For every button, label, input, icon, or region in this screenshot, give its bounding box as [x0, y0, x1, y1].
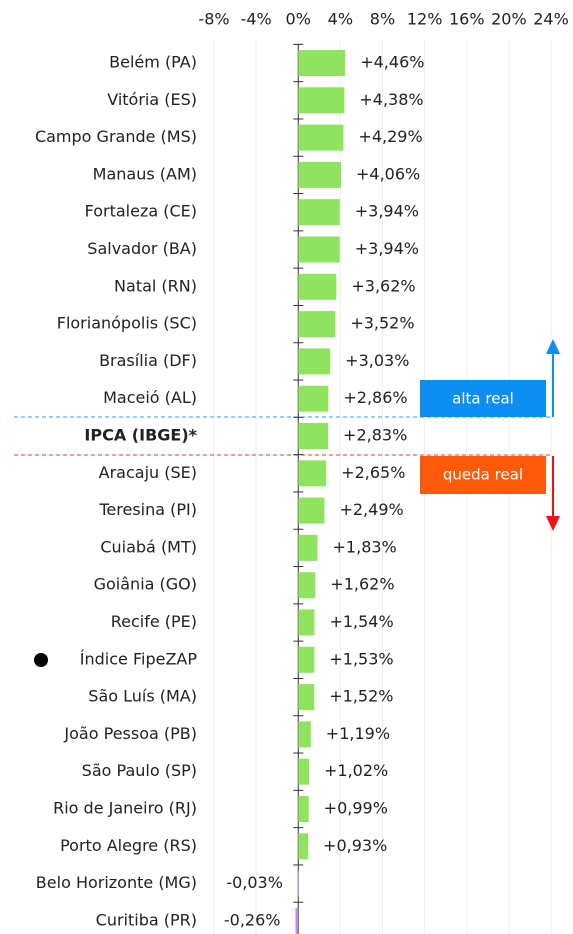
value-label: +3,62%: [351, 276, 415, 295]
x-tick-label: -4%: [241, 10, 272, 29]
bar: [298, 50, 346, 76]
bar: [298, 534, 318, 561]
x-tick-label: 0%: [286, 10, 311, 29]
bar: [298, 273, 337, 300]
value-label: +1,53%: [329, 649, 393, 668]
value-label: +3,94%: [355, 239, 419, 258]
value-label: +1,02%: [324, 761, 388, 780]
value-label: +1,83%: [333, 537, 397, 556]
value-label: -0,03%: [226, 873, 283, 892]
value-label: +1,54%: [329, 612, 393, 631]
value-label: +4,06%: [356, 164, 420, 183]
category-label: Maceió (AL): [103, 388, 197, 407]
fipezap-bullet: [34, 653, 48, 667]
x-tick-label: 12%: [407, 10, 443, 29]
value-label: +1,62%: [330, 575, 394, 594]
value-label: +0,99%: [324, 799, 388, 818]
x-tick-label: 24%: [533, 10, 569, 29]
bar: [298, 311, 336, 338]
category-label: Recife (PE): [111, 612, 197, 631]
value-label: +0,93%: [323, 836, 387, 855]
category-label: Goiânia (GO): [94, 575, 197, 594]
bar: [298, 721, 311, 748]
category-label: Índice FipeZAP: [80, 649, 198, 668]
value-label: +1,52%: [329, 687, 393, 706]
bar: [298, 87, 345, 114]
category-label: Cuiabá (MT): [100, 537, 197, 556]
value-label: -0,26%: [224, 910, 281, 929]
bar: [298, 460, 327, 487]
x-tick-label: -8%: [198, 10, 229, 29]
bar: [298, 161, 342, 188]
bar: [298, 124, 344, 151]
x-tick-label: 8%: [370, 10, 395, 29]
value-label: +4,38%: [359, 90, 423, 109]
category-label: IPCA (IBGE)*: [84, 426, 197, 445]
category-label: Salvador (BA): [87, 239, 197, 258]
queda-box: [420, 456, 546, 494]
category-label: Porto Alegre (RS): [60, 836, 197, 855]
bar: [298, 646, 315, 673]
category-label: Fortaleza (CE): [85, 202, 197, 221]
bar: [297, 870, 299, 897]
up-arrow-head: [546, 339, 560, 354]
alta-label: alta real: [452, 390, 514, 408]
category-label: Belém (PA): [109, 53, 197, 72]
x-tick-label: 4%: [328, 10, 353, 29]
x-tick-label: 16%: [449, 10, 485, 29]
category-label: João Pessoa (PB): [63, 724, 197, 743]
bar: [298, 796, 309, 822]
category-label: Curitiba (PR): [96, 910, 197, 929]
down-arrow-head: [546, 516, 560, 531]
category-label: Rio de Janeiro (RJ): [53, 799, 197, 818]
bar: [298, 684, 315, 711]
category-label: Florianópolis (SC): [57, 314, 197, 333]
value-label: +4,29%: [358, 127, 422, 146]
value-label: +3,03%: [345, 351, 409, 370]
category-label: Aracaju (SE): [99, 463, 197, 482]
bar: [298, 497, 325, 524]
bar: [298, 833, 309, 860]
value-label: +2,65%: [341, 463, 405, 482]
value-label: +4,46%: [360, 53, 424, 72]
category-label: Belo Horizonte (MG): [36, 873, 197, 892]
alta-box: [420, 380, 546, 417]
value-label: +3,52%: [350, 314, 414, 333]
value-label: +3,94%: [355, 202, 419, 221]
value-label: +2,49%: [339, 500, 403, 519]
queda-label: queda real: [443, 466, 523, 484]
category-label: São Luís (MA): [88, 687, 197, 706]
value-label: +2,86%: [343, 388, 407, 407]
bar: [298, 423, 329, 449]
category-label: Vitória (ES): [107, 90, 197, 109]
category-label: Campo Grande (MS): [35, 127, 197, 146]
category-label: Brasília (DF): [99, 351, 197, 370]
bar: [298, 758, 309, 785]
bar: [298, 385, 329, 412]
bar: [295, 907, 299, 934]
category-label: Natal (RN): [114, 276, 197, 295]
x-tick-label: 20%: [491, 10, 527, 29]
value-label: +1,19%: [326, 724, 390, 743]
bar: [298, 572, 316, 599]
value-label: +2,83%: [343, 426, 407, 445]
bar: [298, 199, 340, 226]
category-label: São Paulo (SP): [82, 761, 197, 780]
category-label: Manaus (AM): [93, 164, 197, 183]
bar: [298, 348, 331, 375]
category-label: Teresina (PI): [98, 500, 197, 519]
bar: [298, 236, 340, 263]
bar: [298, 609, 315, 636]
